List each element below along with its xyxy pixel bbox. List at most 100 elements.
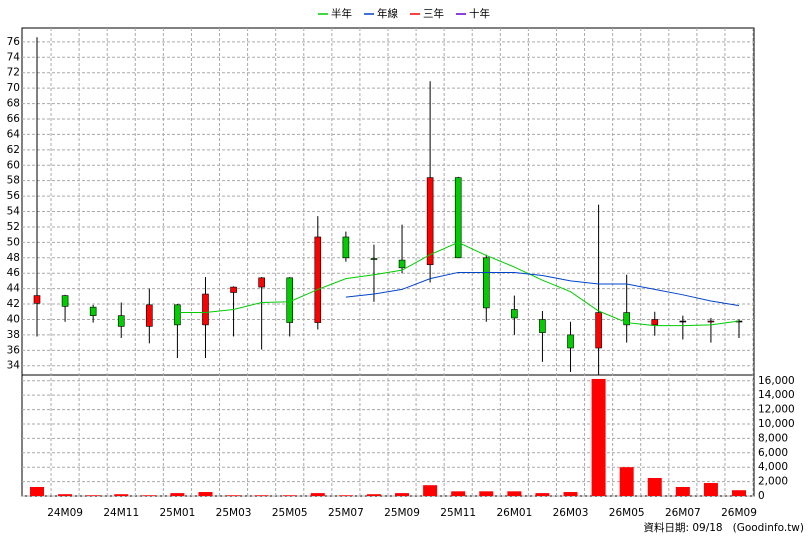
candle-body: [342, 236, 350, 259]
volume-bar: [703, 483, 718, 496]
candle-body: [398, 259, 406, 269]
candle-body: [707, 320, 715, 323]
legend-label: 十年: [469, 7, 490, 20]
x-tick-label: 26M07: [665, 507, 701, 519]
y2-tick-label: 14,000: [758, 389, 795, 401]
y2-tick-label: 16,000: [758, 375, 795, 387]
volume-bar: [170, 493, 185, 496]
volume-bar: [647, 477, 662, 496]
candle-body: [454, 177, 462, 259]
y-tick-label: 50: [7, 236, 20, 248]
volume-bar: [142, 495, 157, 496]
y-tick-label: 66: [7, 113, 21, 125]
volume-bar: [366, 494, 381, 496]
x-tick-label: 25M09: [384, 507, 420, 519]
candle-body: [539, 319, 546, 333]
y2-tick-label: 2,000: [758, 476, 788, 488]
y2-tick-label: 8,000: [758, 432, 788, 444]
ma-line: [177, 241, 740, 327]
x-tick-label: 25M07: [328, 507, 364, 519]
candle-body: [482, 257, 490, 309]
y-tick-label: 64: [7, 128, 21, 140]
footer: 資料日期: 09/18 (Goodinfo.tw): [643, 521, 804, 534]
x-tick-label: 26M03: [553, 507, 589, 519]
volume-bar: [254, 495, 269, 496]
x-tick-label: 26M01: [496, 507, 532, 519]
candle-body: [202, 293, 209, 326]
x-tick-label: 26M05: [609, 507, 645, 519]
y-tick-label: 34: [7, 360, 21, 372]
x-tick-label: 25M11: [440, 507, 476, 519]
y-tick-label: 56: [7, 190, 21, 202]
volume-bar: [732, 490, 746, 496]
volume-bar: [591, 378, 606, 496]
legend-label: 半年: [331, 7, 352, 20]
volume-bar: [338, 495, 353, 496]
volume-bar: [423, 485, 438, 496]
y-tick-label: 54: [7, 206, 21, 218]
x-tick-label: 26M09: [721, 507, 757, 519]
volume-bar: [507, 491, 522, 496]
volume-bar: [451, 491, 466, 496]
candle-body: [679, 320, 687, 323]
y-tick-label: 38: [7, 329, 20, 341]
candle-body: [89, 306, 97, 316]
volume-bar: [114, 494, 129, 496]
y2-tick-label: 10,000: [758, 418, 795, 430]
y-tick-label: 48: [7, 252, 20, 264]
x-tick-label: 25M05: [272, 507, 308, 519]
y2-tick-label: 4,000: [758, 461, 788, 473]
candle-body: [230, 286, 237, 293]
volume-bar: [226, 495, 241, 496]
volume-bar: [310, 493, 325, 496]
y2-tick-label: 0: [758, 490, 765, 502]
y-tick-label: 52: [7, 221, 20, 233]
y-tick-label: 62: [7, 144, 20, 156]
volume-bar: [675, 486, 690, 496]
candle-body: [117, 315, 125, 327]
y2-tick-label: 12,000: [758, 404, 795, 416]
y-tick-label: 42: [7, 298, 20, 310]
y-tick-label: 46: [7, 267, 21, 279]
volume-bar: [535, 493, 550, 496]
volume-bar: [198, 492, 213, 496]
x-tick-label: 25M01: [160, 507, 196, 519]
x-tick-label: 25M03: [216, 507, 252, 519]
ma-line: [345, 271, 740, 307]
candle-body: [146, 304, 153, 327]
legend-label: 年線: [377, 7, 398, 20]
volume-bar: [563, 492, 578, 496]
y-tick-label: 60: [7, 159, 20, 171]
candle-body: [511, 309, 518, 319]
candle-body: [426, 177, 434, 266]
candle-body: [567, 334, 574, 349]
y-tick-label: 68: [7, 98, 20, 110]
volume-bar: [282, 495, 297, 496]
candle-body: [33, 295, 41, 304]
candle-body: [651, 319, 659, 326]
candle-body: [61, 295, 69, 307]
candle-body: [595, 312, 602, 349]
candle-body: [314, 236, 322, 323]
volume-bar: [58, 494, 73, 496]
candle-body: [258, 277, 265, 288]
y-tick-label: 70: [7, 82, 20, 94]
volume-bar: [619, 467, 634, 496]
candle-body: [286, 277, 294, 323]
candle-body: [370, 258, 378, 260]
y-tick-label: 74: [7, 51, 21, 63]
x-tick-label: 24M09: [47, 507, 83, 519]
y2-tick-label: 6,000: [758, 447, 788, 459]
volume-bar: [86, 495, 101, 496]
y-tick-label: 40: [7, 313, 20, 325]
y-tick-label: 76: [7, 36, 21, 48]
y-tick-label: 58: [7, 175, 20, 187]
x-tick-label: 24M11: [103, 507, 139, 519]
volume-bar: [30, 486, 44, 496]
candle-body: [623, 312, 630, 326]
volume-bar: [395, 493, 410, 496]
y-tick-label: 44: [7, 283, 21, 295]
candle-body: [174, 304, 181, 326]
legend-label: 三年: [423, 7, 444, 20]
